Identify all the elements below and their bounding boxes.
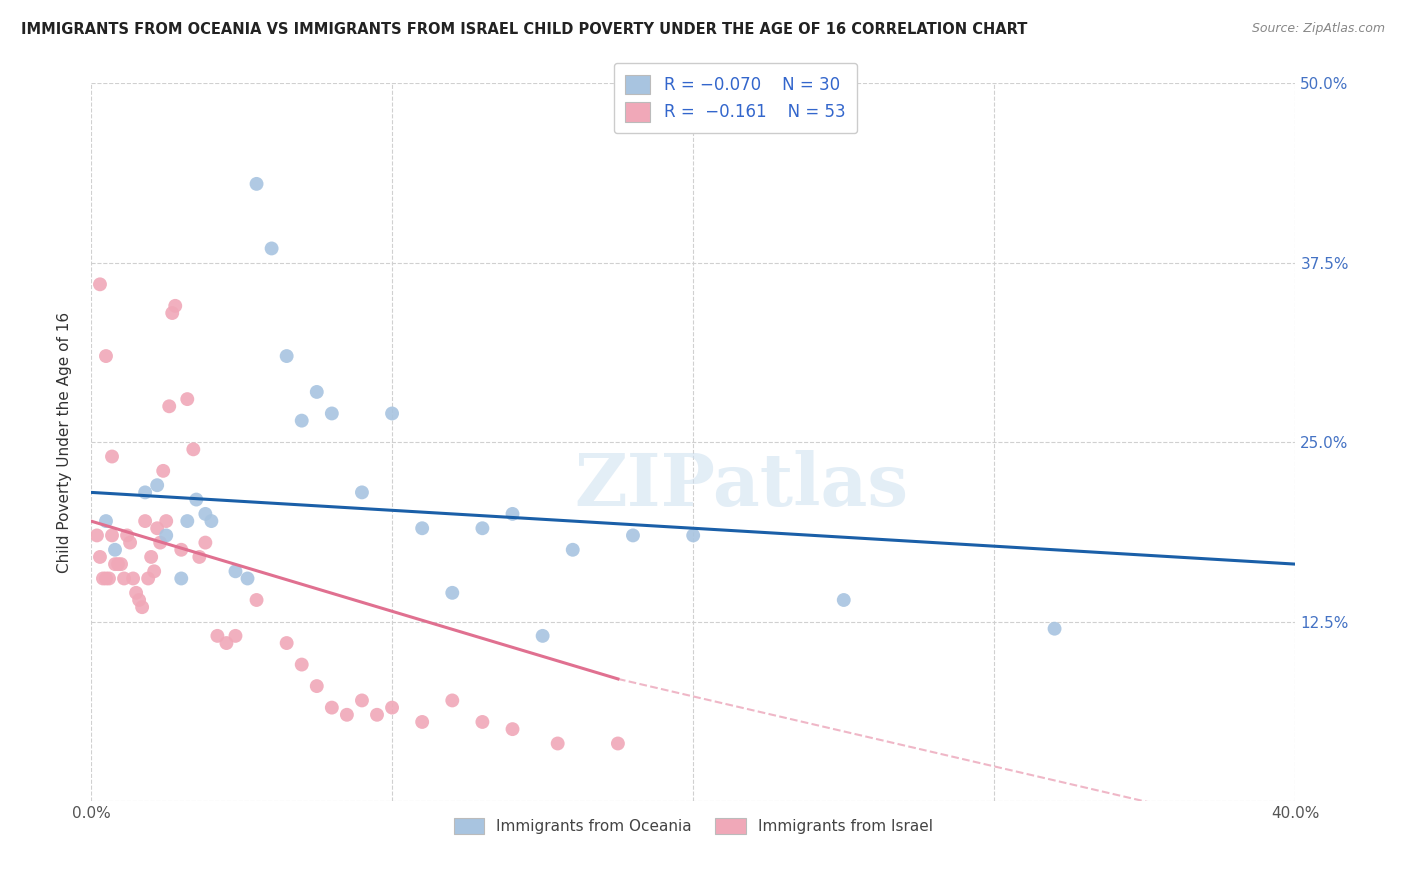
Point xyxy=(291,414,314,428)
Point xyxy=(170,572,193,586)
Point xyxy=(606,737,628,751)
Point xyxy=(181,442,204,457)
Text: Source: ZipAtlas.com: Source: ZipAtlas.com xyxy=(1251,22,1385,36)
Point xyxy=(176,392,198,406)
Point xyxy=(134,485,156,500)
Point xyxy=(162,306,184,320)
Point xyxy=(176,514,198,528)
Point xyxy=(366,707,388,722)
Point xyxy=(245,593,267,607)
Point xyxy=(155,514,177,528)
Point xyxy=(149,535,172,549)
Point xyxy=(146,521,169,535)
Point xyxy=(101,450,124,464)
Point xyxy=(215,636,238,650)
Point xyxy=(122,572,145,586)
Legend: Immigrants from Oceania, Immigrants from Israel: Immigrants from Oceania, Immigrants from… xyxy=(444,809,942,844)
Point xyxy=(143,564,166,578)
Point xyxy=(245,177,267,191)
Point xyxy=(115,528,138,542)
Point xyxy=(188,549,211,564)
Text: IMMIGRANTS FROM OCEANIA VS IMMIGRANTS FROM ISRAEL CHILD POVERTY UNDER THE AGE OF: IMMIGRANTS FROM OCEANIA VS IMMIGRANTS FR… xyxy=(21,22,1028,37)
Point xyxy=(381,407,404,421)
Point xyxy=(165,299,187,313)
Point xyxy=(104,557,127,571)
Point xyxy=(547,737,569,751)
Point xyxy=(110,557,132,571)
Point xyxy=(104,542,127,557)
Point xyxy=(89,549,111,564)
Point xyxy=(441,586,464,600)
Point xyxy=(94,572,117,586)
Point xyxy=(350,693,373,707)
Point xyxy=(561,542,583,557)
Point xyxy=(411,714,433,729)
Point xyxy=(276,349,298,363)
Point xyxy=(471,714,494,729)
Point xyxy=(260,242,283,256)
Point xyxy=(136,572,159,586)
Point xyxy=(502,722,524,736)
Point xyxy=(531,629,554,643)
Point xyxy=(291,657,314,672)
Point xyxy=(411,521,433,535)
Point xyxy=(682,528,704,542)
Point xyxy=(107,557,129,571)
Point xyxy=(98,572,121,586)
Point xyxy=(101,528,124,542)
Point xyxy=(336,707,359,722)
Point xyxy=(134,514,156,528)
Point xyxy=(131,600,153,615)
Point xyxy=(305,679,328,693)
Point xyxy=(224,564,246,578)
Point xyxy=(502,507,524,521)
Point xyxy=(141,549,163,564)
Point xyxy=(276,636,298,650)
Point xyxy=(94,514,117,528)
Point xyxy=(305,384,328,399)
Point xyxy=(157,399,180,413)
Point xyxy=(89,277,111,292)
Point xyxy=(350,485,373,500)
Point xyxy=(207,629,229,643)
Point xyxy=(194,507,217,521)
Point xyxy=(152,464,174,478)
Point xyxy=(381,700,404,714)
Point xyxy=(194,535,217,549)
Point xyxy=(471,521,494,535)
Point xyxy=(1043,622,1066,636)
Point xyxy=(832,593,855,607)
Point xyxy=(112,572,135,586)
Point xyxy=(120,535,142,549)
Point xyxy=(86,528,108,542)
Point xyxy=(200,514,222,528)
Text: ZIPatlas: ZIPatlas xyxy=(574,450,908,521)
Point xyxy=(236,572,259,586)
Point xyxy=(128,593,150,607)
Point xyxy=(146,478,169,492)
Point xyxy=(91,572,114,586)
Point xyxy=(224,629,246,643)
Y-axis label: Child Poverty Under the Age of 16: Child Poverty Under the Age of 16 xyxy=(58,311,72,573)
Point xyxy=(170,542,193,557)
Point xyxy=(186,492,208,507)
Point xyxy=(321,407,343,421)
Point xyxy=(441,693,464,707)
Point xyxy=(155,528,177,542)
Point xyxy=(321,700,343,714)
Point xyxy=(621,528,644,542)
Point xyxy=(125,586,148,600)
Point xyxy=(94,349,117,363)
